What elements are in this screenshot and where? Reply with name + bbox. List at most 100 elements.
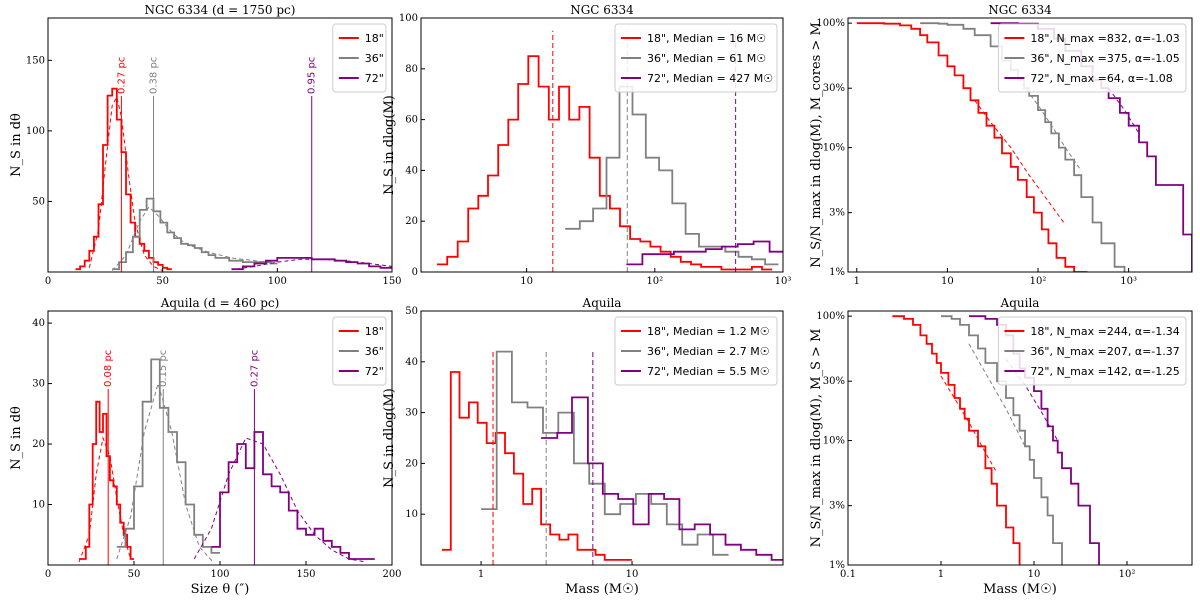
x-tick-label: 100 xyxy=(268,276,287,287)
x-axis-label: Mass (M☉) xyxy=(983,582,1057,597)
fit-curve-1 xyxy=(968,343,1026,447)
size-marker-label: 0.95 pc xyxy=(307,57,318,94)
y-axis-label: N_S/N_max in dlog(M), M_S > M xyxy=(809,329,824,548)
size-marker-label: 0.27 pc xyxy=(116,57,127,94)
fit-curve-2 xyxy=(236,258,392,270)
axes-frame xyxy=(420,17,784,273)
legend-label: 18", Median = 1.2 M☉ xyxy=(647,325,770,338)
x-tick-label: 10² xyxy=(1119,569,1136,580)
x-tick-label: 50 xyxy=(128,569,141,580)
legend-label: 72", N_max =142, α=-1.25 xyxy=(1030,365,1179,378)
y-tick-label: 1% xyxy=(829,560,845,571)
y-axis-label: N_S in dθ xyxy=(9,113,24,177)
y-tick-label: 40 xyxy=(405,357,418,368)
legend: 18" 36" 72" xyxy=(332,316,387,386)
size-marker-label: 0.38 pc xyxy=(148,57,159,94)
y-tick-label: 1% xyxy=(829,267,845,278)
cumulative-curve-0 xyxy=(856,22,1088,272)
y-tick-label: 10 xyxy=(405,509,418,520)
y-tick-label: 20 xyxy=(405,458,418,469)
y-tick-label: 3% xyxy=(829,501,845,512)
x-tick-label: 10 xyxy=(520,276,533,287)
y-tick-label: 30% xyxy=(823,83,845,94)
axes-frame xyxy=(847,310,1193,566)
legend-label: 72", Median = 427 M☉ xyxy=(647,72,773,85)
legend: 18", N_max =832, α=-1.03 36", N_max =375,… xyxy=(997,23,1187,93)
legend-label: 72" xyxy=(365,72,384,85)
y-axis-label: N_S in dlog(M) xyxy=(382,388,397,488)
fit-curve-0 xyxy=(88,95,163,272)
y-axis-label: N_S in dlog(M) xyxy=(382,95,397,195)
histogram-2 xyxy=(211,431,375,560)
legend: 18" 36" 72" xyxy=(332,23,387,93)
x-tick-label: 100 xyxy=(210,569,229,580)
legend-label: 72", N_max =64, α=-1.08 xyxy=(1030,72,1172,85)
legend-box xyxy=(332,23,387,93)
panel-p4: Aquila (d = 460 pc) 0 50 100 150 200 10 20 30 40 N… xyxy=(9,296,402,597)
legend-label: 36", N_max =375, α=-1.05 xyxy=(1030,52,1179,65)
x-tick-label: 1 xyxy=(938,569,944,580)
plot-area xyxy=(75,87,392,272)
plot-area xyxy=(78,358,375,565)
y-tick-label: 100% xyxy=(816,18,845,29)
legend-label: 36" xyxy=(365,345,384,358)
legend-label: 36", N_max =207, α=-1.37 xyxy=(1030,345,1179,358)
legend-box xyxy=(997,23,1187,93)
size-marker-label: 0.15 pc xyxy=(158,350,169,387)
y-tick-label: 150 xyxy=(26,55,45,66)
plot-area xyxy=(441,350,783,565)
y-tick-label: 100 xyxy=(399,13,418,24)
y-tick-label: 40 xyxy=(32,318,45,329)
y-tick-label: 100% xyxy=(816,311,845,322)
y-tick-label: 30 xyxy=(405,408,418,419)
panel-title: NGC 6334 (d = 1750 pc) xyxy=(145,3,296,17)
histogram-0 xyxy=(437,55,773,271)
cumulative-curve-1 xyxy=(920,22,1126,272)
panel-title: NGC 6334 xyxy=(570,3,634,17)
x-tick-label: 150 xyxy=(382,276,401,287)
panel-title: Aquila xyxy=(582,296,622,310)
panel-p3: NGC 6334 1 10 10² 10³ 1% 3% 10% 30% 100%N_S/N_max… xyxy=(809,3,1193,287)
x-tick-label: 10³ xyxy=(1120,276,1137,287)
histogram-2 xyxy=(541,396,783,561)
y-tick-label: 20 xyxy=(32,439,45,450)
x-tick-label: 10 xyxy=(941,276,954,287)
x-tick-label: 0.1 xyxy=(840,569,856,580)
x-tick-label: 1 xyxy=(478,569,484,580)
panel-p6: Aquila 0.1 1 10 10² 1% 3% 10% 30% 100% N_S/N_max i… xyxy=(809,296,1193,597)
histogram-0 xyxy=(441,371,632,561)
legend-label: 18" xyxy=(365,32,384,45)
legend-label: 18" xyxy=(365,325,384,338)
y-tick-label: 20 xyxy=(405,216,418,227)
y-tick-label: 30% xyxy=(823,376,845,387)
y-tick-label: 50 xyxy=(405,306,418,317)
histogram-1 xyxy=(565,85,779,266)
legend-label: 18", N_max =244, α=-1.34 xyxy=(1030,325,1179,338)
legend: 18", Median = 16 M☉ 36", Median = 61 M☉ 72… xyxy=(614,23,778,93)
histogram-1 xyxy=(112,197,278,271)
x-tick-label: 1 xyxy=(854,276,860,287)
x-tick-label: 200 xyxy=(382,569,401,580)
y-tick-label: 60 xyxy=(405,115,418,126)
x-tick-label: 10 xyxy=(626,569,639,580)
fit-curve-1 xyxy=(111,206,278,271)
y-tick-label: 30 xyxy=(32,379,45,390)
y-tick-label: 10% xyxy=(823,436,845,447)
panel-p2: NGC 6334 10 10² 10³ 0 20 40 60 80 100 N_S in dlog(… xyxy=(382,3,791,287)
panel-p1: NGC 6334 (d = 1750 pc) 0 50 100 150 50 100 150 N… xyxy=(9,3,402,287)
axes-frame xyxy=(47,17,393,273)
histogram-0 xyxy=(75,87,172,271)
x-axis-label: Size θ (″) xyxy=(191,582,250,597)
panel-title: NGC 6334 xyxy=(988,3,1052,17)
y-axis-label: N_S in dθ xyxy=(9,406,24,470)
x-tick-label: 10 xyxy=(1028,569,1041,580)
legend-box xyxy=(614,23,778,93)
y-tick-label: 100 xyxy=(26,126,45,137)
x-tick-label: 10² xyxy=(1030,276,1047,287)
x-tick-label: 0 xyxy=(45,276,51,287)
fit-curve-0 xyxy=(974,100,1066,225)
y-tick-label: 10% xyxy=(823,143,845,154)
legend-label: 36", Median = 61 M☉ xyxy=(647,52,766,65)
x-tick-label: 0 xyxy=(45,569,51,580)
